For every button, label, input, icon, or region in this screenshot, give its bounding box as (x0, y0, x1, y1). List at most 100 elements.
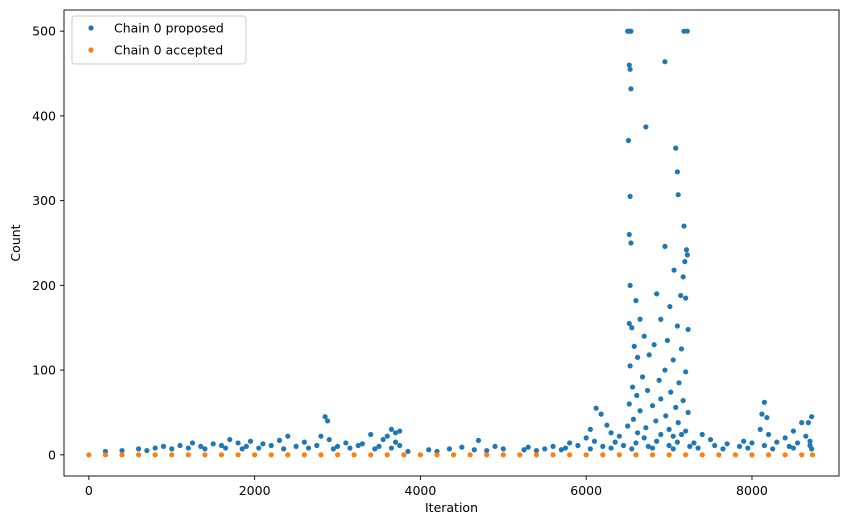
point-accepted (318, 452, 324, 458)
point-proposed (169, 446, 175, 452)
point-proposed (343, 440, 349, 446)
point-proposed (628, 240, 634, 246)
point-proposed (612, 439, 618, 445)
point-proposed (807, 438, 813, 444)
point-proposed (633, 440, 639, 446)
point-proposed (630, 416, 637, 422)
point-proposed (627, 66, 633, 72)
point-proposed (658, 431, 664, 438)
point-accepted (799, 452, 805, 458)
point-proposed (673, 404, 679, 410)
point-accepted (169, 452, 175, 458)
point-proposed (631, 343, 637, 349)
point-accepted (467, 452, 473, 458)
point-proposed (675, 420, 681, 426)
point-proposed (674, 439, 680, 445)
point-proposed (591, 438, 598, 444)
point-proposed (627, 363, 633, 369)
point-proposed (765, 431, 772, 438)
point-accepted (567, 452, 573, 458)
point-proposed (198, 443, 204, 449)
point-proposed (380, 436, 386, 443)
point-proposed (567, 440, 573, 446)
y-axis: 0 100 200 300 400 500 (32, 24, 64, 462)
point-proposed (185, 445, 191, 451)
point-proposed (627, 282, 633, 288)
point-accepted (500, 452, 506, 458)
point-proposed (218, 442, 225, 449)
point-proposed (668, 389, 674, 395)
point-accepted (450, 452, 457, 458)
point-accepted (152, 452, 158, 458)
point-accepted (202, 452, 208, 458)
series-accepted (86, 452, 816, 458)
point-proposed (227, 436, 233, 443)
point-accepted (716, 452, 722, 458)
point-proposed (720, 446, 726, 452)
point-accepted (334, 452, 341, 458)
point-proposed (575, 442, 581, 449)
point-proposed (790, 445, 797, 451)
point-proposed (626, 401, 632, 407)
point-proposed (663, 413, 669, 419)
point-proposed (790, 428, 797, 434)
point-proposed (774, 439, 780, 445)
point-proposed (699, 431, 705, 438)
legend: Chain 0 proposed Chain 0 accepted (71, 15, 247, 65)
point-accepted (633, 452, 639, 458)
point-proposed (641, 333, 647, 339)
point-proposed (724, 441, 730, 447)
point-accepted (484, 452, 490, 458)
point-proposed (210, 441, 216, 447)
point-proposed (683, 295, 689, 301)
point-proposed (318, 433, 324, 439)
point-proposed (670, 433, 676, 439)
series-proposed (102, 28, 815, 455)
point-proposed (542, 446, 548, 452)
point-proposed (372, 446, 378, 452)
point-proposed (736, 443, 743, 449)
legend-marker-accepted (88, 47, 94, 53)
point-accepted (384, 452, 390, 458)
y-tick-label: 300 (32, 193, 56, 208)
point-accepted (401, 452, 407, 458)
point-proposed (643, 124, 649, 130)
point-proposed (629, 446, 635, 452)
point-proposed (799, 420, 805, 426)
point-proposed (667, 303, 673, 310)
point-proposed (674, 169, 680, 175)
point-proposed (681, 223, 687, 229)
point-accepted (434, 452, 440, 458)
x-axis-title: Iteration (425, 500, 478, 515)
point-proposed (160, 443, 167, 449)
point-proposed (691, 440, 697, 446)
point-proposed (634, 430, 641, 436)
point-proposed (620, 442, 627, 449)
point-accepted (136, 452, 142, 458)
point-proposed (625, 423, 631, 429)
point-proposed (662, 59, 668, 65)
x-tick-label: 8000 (736, 483, 768, 498)
plot-background (64, 10, 839, 476)
point-proposed (674, 323, 680, 329)
point-proposed (177, 442, 183, 449)
point-proposed (675, 192, 681, 198)
point-proposed (782, 435, 788, 441)
point-proposed (392, 430, 399, 436)
point-proposed (680, 274, 686, 280)
point-proposed (521, 447, 527, 453)
point-accepted (351, 452, 357, 458)
point-accepted (86, 452, 92, 458)
point-proposed (583, 435, 589, 441)
point-accepted (119, 452, 125, 458)
point-proposed (671, 267, 677, 273)
point-accepted (649, 452, 656, 458)
point-proposed (376, 443, 382, 449)
point-proposed (600, 443, 606, 449)
x-axis: 0 2000 4000 6000 8000 (85, 476, 768, 498)
point-proposed (805, 420, 811, 426)
point-accepted (616, 452, 622, 458)
point-accepted (102, 452, 109, 458)
point-accepted (765, 452, 772, 458)
